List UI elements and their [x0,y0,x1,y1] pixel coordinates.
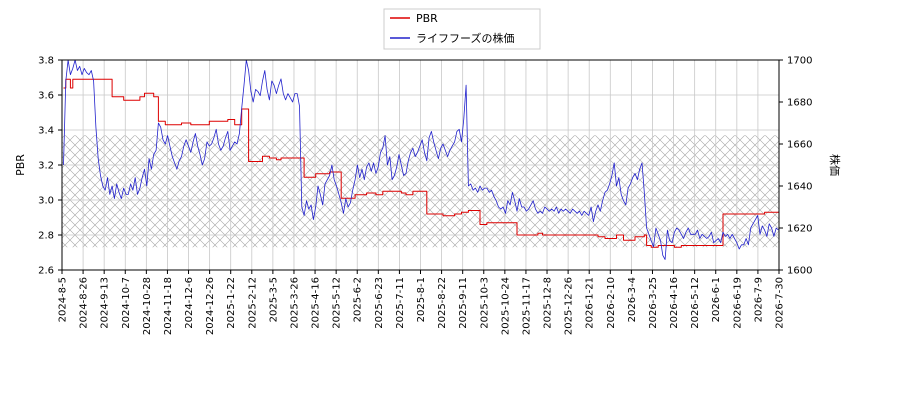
x-tick-label: 2026-3-4 [627,277,638,322]
left-axis: 2.6 2.8 3.0 3.2 3.4 3.6 3.8 [38,56,62,277]
right-tick-label: 1660 [787,140,812,151]
x-tick-label: 2025-2-12 [247,277,258,329]
x-tick-label: 2025-9-11 [458,277,469,329]
x-tick-label: 2025-10-24 [500,277,511,335]
series-layer [63,60,779,260]
right-tick-label: 1600 [787,266,812,277]
x-tick-label: 2025-4-16 [311,277,322,329]
x-tick-label: 2026-6-1 [711,277,722,322]
x-tick-label: 2026-5-12 [690,277,701,329]
x-tick-label: 2024-10-28 [142,277,153,335]
x-tick-label: 2024-11-18 [163,277,174,335]
x-axis: 2024-8-5 2024-8-26 2024-9-13 2024-10-7 2024-… [58,270,786,335]
left-tick-label: 3.8 [38,56,54,67]
left-tick-label: 3.2 [38,161,54,172]
pbr-line [63,78,779,248]
x-tick-label: 2024-12-26 [205,277,216,335]
left-axis-title: PBR [14,154,27,176]
x-tick-label: 2026-3-25 [648,277,659,329]
x-tick-label: 2025-12-26 [564,277,575,335]
right-axis: 1600 1620 1640 1660 1680 1700 [779,56,812,277]
x-tick-label: 2024-9-13 [100,277,111,329]
x-tick-label: 2025-1-22 [226,277,237,329]
x-tick-label: 2024-10-7 [121,277,132,329]
x-tick-label: 2024-12-6 [184,277,195,329]
x-tick-label: 2024-8-5 [58,277,69,322]
right-axis-title: 株価 [828,154,842,176]
x-tick-label: 2026-7-30 [775,277,786,329]
x-tick-label: 2024-8-26 [79,277,90,329]
left-tick-label: 3.0 [38,196,54,207]
x-tick-label: 2025-8-1 [416,277,427,322]
x-tick-label: 2026-1-21 [585,277,596,329]
left-tick-label: 3.6 [38,91,54,102]
left-tick-label: 2.6 [38,266,54,277]
x-tick-label: 2026-4-16 [669,277,680,329]
x-tick-label: 2025-10-3 [479,277,490,329]
x-tick-label: 2025-7-11 [395,277,406,329]
left-tick-label: 2.8 [38,231,54,242]
x-tick-label: 2025-11-17 [521,277,532,335]
x-tick-label: 2025-3-5 [268,277,279,322]
left-tick-label: 3.4 [38,126,54,137]
legend: PBR ライフフーズの株価 [383,8,541,50]
x-tick-label: 2026-7-9 [753,277,764,322]
right-tick-label: 1680 [787,98,812,109]
legend-label-price: ライフフーズの株価 [416,31,514,45]
legend-box [383,8,541,50]
right-tick-label: 1620 [787,224,812,235]
x-tick-label: 2025-8-22 [437,277,448,329]
x-tick-label: 2025-12-8 [543,277,554,329]
x-tick-label: 2025-5-12 [332,277,343,329]
x-tick-label: 2025-6-23 [374,277,385,329]
x-tick-label: 2025-6-2 [353,277,364,322]
x-tick-label: 2026-6-19 [732,277,743,329]
x-tick-label: 2025-3-26 [289,277,300,329]
stock-price-line [63,60,779,260]
legend-label-pbr: PBR [416,12,438,25]
right-tick-label: 1640 [787,182,812,193]
x-tick-label: 2026-2-10 [606,277,617,329]
right-tick-label: 1700 [787,56,812,67]
